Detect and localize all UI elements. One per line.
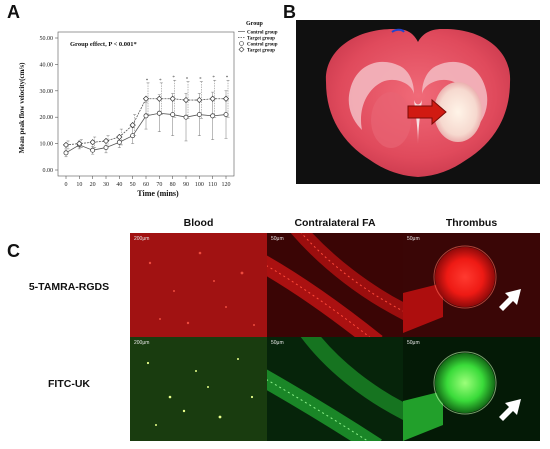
x-tick-label: 110 [208, 182, 217, 188]
data-point-target [196, 96, 203, 104]
scale-bar-label: 50μm [407, 236, 420, 242]
data-point-control [103, 145, 109, 151]
legend-marker-circle [239, 41, 244, 46]
scale-bar-label: 50μm [271, 340, 284, 346]
chart-ticks: 0.00 10.00 20.00 30.00 40.00 50.00 0 10 20 30 40 50… [40, 36, 231, 188]
scale-bar-label: 50μm [271, 236, 284, 242]
micrograph-tamra-contralateral-fa: 50μm [267, 233, 403, 337]
x-tick-label: 30 [103, 182, 109, 188]
micrograph-tamra-thrombus: 50μm [403, 233, 540, 337]
data-point-target [129, 122, 136, 129]
column-header-contralateral-fa: Contralateral FA [294, 217, 376, 229]
significance-star: * [186, 78, 189, 83]
micrograph-tamra-blood-svg [130, 233, 267, 337]
data-point-target [62, 141, 70, 149]
significance-star: * [199, 78, 202, 83]
x-tick-label: 90 [183, 182, 189, 188]
brain-section-svg [296, 20, 540, 184]
x-tick-label: 10 [76, 182, 82, 188]
thrombus-arrow-icon [499, 289, 521, 311]
row-header-tamra: 5-TAMRA-RGDS [28, 281, 110, 293]
y-tick-label: 50.00 [40, 36, 54, 42]
significance-star: * [226, 76, 229, 81]
data-point-target [182, 96, 190, 104]
infarct-arrow [407, 98, 447, 126]
legend-entry-2: Target group [247, 37, 275, 42]
data-point-target [89, 139, 96, 146]
x-tick-label: 60 [143, 182, 149, 188]
row-header-fitc: FITC-UK [48, 378, 90, 390]
y-tick-label: 30.00 [40, 89, 54, 95]
data-point-target [209, 95, 216, 102]
micrograph-fitc-thrombus: 50μm [403, 337, 540, 441]
micrograph-tamra-fa-svg [267, 233, 403, 337]
data-point-control [196, 112, 202, 118]
y-tick-label: 10.00 [40, 142, 54, 148]
striatum-left [371, 92, 411, 148]
chart-legend: Group Control group Target group Control… [238, 21, 278, 54]
micrograph-fitc-fa-svg [267, 337, 403, 441]
y-tick-label: 20.00 [40, 115, 54, 121]
x-tick-label: 100 [195, 182, 204, 188]
white-matter-left [348, 61, 414, 130]
infarct-region [434, 82, 482, 142]
column-header-thrombus: Thrombus [445, 217, 498, 229]
x-axis-label: Time (mins) [137, 189, 179, 198]
data-point-control [116, 139, 122, 145]
micrograph-fitc-blood-svg [130, 337, 267, 441]
panel-label-c: C [7, 241, 20, 261]
micrograph-tamra-blood: 200μm [130, 233, 267, 337]
x-tick-label: 0 [65, 182, 68, 188]
scale-bar-label: 200μm [134, 236, 150, 242]
legend-marker-diamond [238, 46, 245, 53]
data-point-control [223, 112, 229, 118]
chart-series: * * * * * * * [62, 76, 230, 158]
data-point-control [90, 147, 96, 153]
scale-bar-label: 200μm [134, 340, 150, 346]
data-point-target [156, 95, 163, 102]
x-tick-label: 120 [222, 182, 231, 188]
x-tick-label: 20 [90, 182, 96, 188]
legend-title: Group [246, 21, 264, 27]
significance-star: * [212, 76, 215, 81]
x-tick-label: 70 [156, 182, 162, 188]
brain-section-image [296, 20, 540, 184]
legend-entry-3: Control group [247, 43, 278, 48]
data-point-target [76, 140, 83, 147]
data-point-control [170, 112, 176, 118]
chart-title: Group effect, P < 0.001* [70, 41, 137, 48]
white-matter-right [422, 61, 488, 130]
velocity-chart-svg: 0.00 10.00 20.00 30.00 40.00 50.00 0 10 20 30 40 50… [18, 21, 278, 198]
data-point-target [102, 137, 110, 145]
x-tick-label: 50 [130, 182, 136, 188]
legend-entry-4: Target group [247, 49, 275, 54]
micrograph-tamra-thrombus-svg [403, 233, 540, 337]
panel-label-a: A [7, 2, 20, 22]
ink-mark [391, 28, 405, 33]
data-point-target [169, 95, 176, 102]
data-point-control [143, 113, 149, 119]
y-axis-label: Mean peak flow velocity(cm/s) [18, 62, 26, 153]
legend-entry-1: Control group [247, 31, 278, 36]
significance-star: * [146, 79, 149, 84]
y-tick-label: 40.00 [40, 62, 54, 68]
column-header-blood: Blood [183, 217, 214, 229]
data-point-target [116, 133, 123, 141]
micrograph-fitc-contralateral-fa: 50μm [267, 337, 403, 441]
significance-star: * [172, 76, 175, 81]
velocity-chart: 0.00 10.00 20.00 30.00 40.00 50.00 0 10 20 30 40 50… [8, 14, 288, 200]
data-point-target [142, 95, 150, 102]
thrombus-arrow-icon [499, 399, 521, 421]
panel-label-b: B [283, 2, 296, 22]
micrograph-fitc-blood: 200μm [130, 337, 267, 441]
scale-bar-label: 50μm [407, 340, 420, 346]
micrograph-fitc-thrombus-svg [403, 337, 540, 441]
significance-star: * [159, 79, 162, 84]
x-tick-label: 80 [170, 182, 176, 188]
y-tick-label: 0.00 [43, 168, 54, 174]
x-tick-label: 40 [116, 182, 122, 188]
data-point-target [222, 95, 230, 102]
data-point-control [63, 150, 69, 156]
